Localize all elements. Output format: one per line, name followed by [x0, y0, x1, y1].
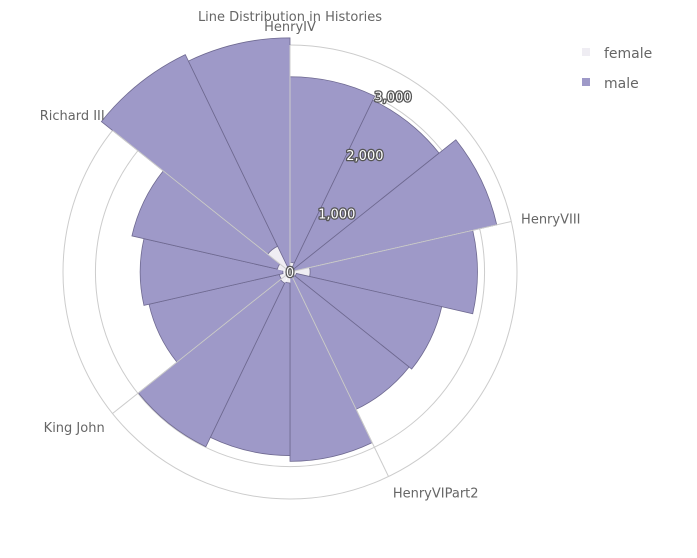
bar-male-7[interactable]: [209, 281, 291, 456]
bar-male-3[interactable]: [309, 229, 478, 315]
category-label-3: HenryVIII: [521, 212, 580, 227]
radial-line: [112, 271, 291, 414]
radial-line: [112, 130, 291, 273]
radial-tick-label-1: 1,000: [318, 208, 355, 223]
radial-tick-label-2: 2,000: [346, 149, 383, 164]
bar-male-13[interactable]: [187, 37, 291, 268]
category-label-12: Richard III: [40, 109, 105, 124]
radial-line: [289, 221, 512, 273]
legend-label-female: female: [604, 46, 652, 62]
category-labels: HenryIV HenryVIII HenryVIPart2 King John Ric…: [40, 20, 581, 502]
chart-title: Line Distribution in Histories: [198, 10, 382, 25]
bars-layer: [100, 37, 498, 462]
radial-tick-label-3: 3,000: [374, 91, 411, 106]
legend-label-male: male: [604, 76, 639, 92]
bar-male-1[interactable]: [291, 99, 440, 270]
radial-ticks: 0 1,000 2,000 3,000: [285, 89, 413, 282]
bar-male-0[interactable]: [289, 76, 376, 264]
legend: female male: [582, 46, 652, 92]
category-label-6: HenryVIPart2: [393, 487, 479, 502]
bar-male-10[interactable]: [139, 238, 284, 306]
legend-swatch-female: [582, 48, 590, 56]
category-label-0: HenryIV: [264, 20, 316, 35]
legend-swatch-male: [582, 78, 590, 86]
bar-male-12[interactable]: [100, 54, 279, 255]
bar-male-2[interactable]: [292, 139, 498, 272]
radial-tick-label-0: 0: [286, 266, 294, 281]
bar-male-6[interactable]: [289, 274, 373, 462]
legend-item-male[interactable]: male: [582, 76, 639, 92]
bar-male-5[interactable]: [291, 275, 410, 410]
bar-male-8[interactable]: [137, 279, 286, 448]
legend-item-female[interactable]: female: [582, 46, 652, 62]
category-label-9: King John: [44, 421, 105, 436]
bar-male-9[interactable]: [148, 273, 282, 363]
bar-male-4[interactable]: [294, 272, 443, 370]
radial-line: [289, 271, 389, 477]
bar-male-11[interactable]: [131, 170, 281, 270]
